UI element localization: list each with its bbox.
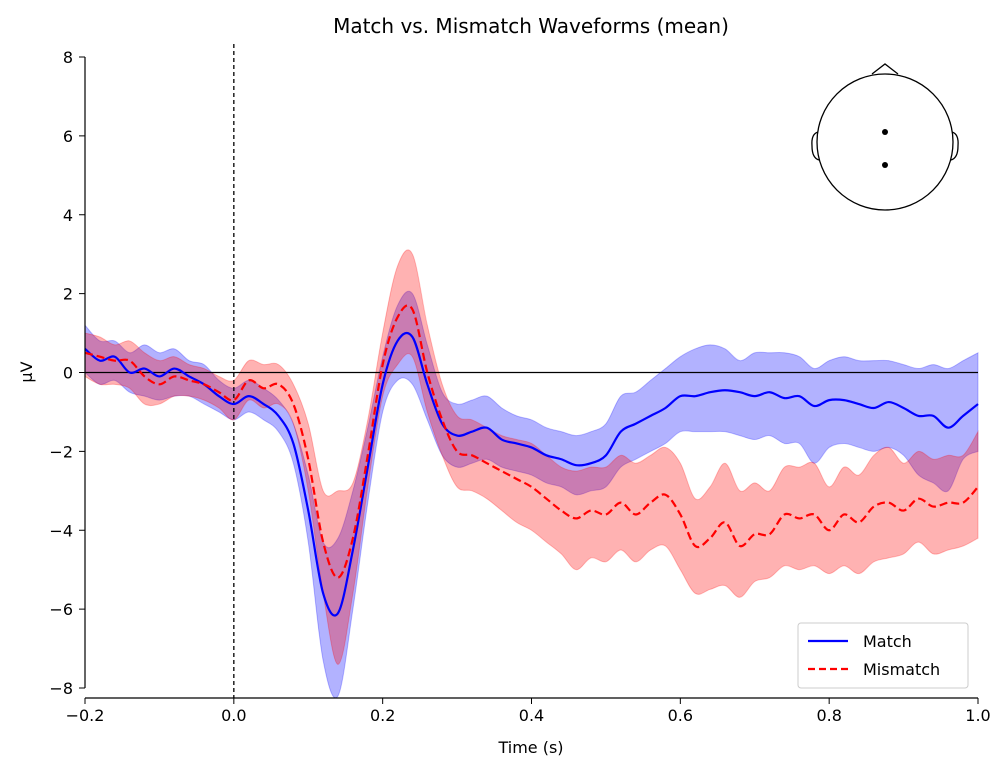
sensor-dot xyxy=(882,162,888,168)
axes: −8 −6 −4 −2 0 2 4 6 8 −0.2 0.0 0.2 0.4 0.6 0.8 1.0 xyxy=(49,48,990,725)
legend-frame xyxy=(797,622,969,689)
confidence-bands xyxy=(84,249,979,699)
head-nose xyxy=(871,63,899,75)
series-lines xyxy=(84,304,979,617)
series-line-mismatch xyxy=(84,304,979,579)
head-left-ear xyxy=(811,131,820,161)
chart-title: Match vs. Mismatch Waveforms (mean) xyxy=(333,14,729,38)
sensor-dot xyxy=(882,129,888,135)
series-line-match xyxy=(84,331,979,617)
head-outline xyxy=(816,73,954,211)
y-tick-label: −6 xyxy=(49,600,73,619)
y-axis-label: μV xyxy=(17,361,36,382)
x-tick-label: 0.8 xyxy=(816,706,841,725)
y-tick-label: 6 xyxy=(63,127,73,146)
y-tick-label: −8 xyxy=(49,679,73,698)
y-tick-label: −4 xyxy=(49,521,73,540)
y-tick-label: 8 xyxy=(63,48,73,67)
legend-match-label: Match xyxy=(863,632,912,651)
y-tick-label: 2 xyxy=(63,285,73,304)
head-right-ear xyxy=(950,131,959,161)
y-tick-label: 0 xyxy=(63,364,73,383)
y-tick-label: 4 xyxy=(63,206,73,225)
legend-mismatch-label: Mismatch xyxy=(863,660,940,679)
y-tick-label: −2 xyxy=(49,442,73,461)
confidence-band-match xyxy=(84,290,979,699)
x-tick-label: 0.4 xyxy=(519,706,544,725)
x-tick-label: 1.0 xyxy=(965,706,990,725)
x-tick-label: 0.6 xyxy=(668,706,693,725)
x-tick-label: 0.0 xyxy=(221,706,246,725)
x-tick-label: −0.2 xyxy=(66,706,105,725)
reference-lines xyxy=(85,44,978,698)
confidence-band-mismatch xyxy=(84,249,979,665)
x-axis-label: Time (s) xyxy=(497,738,563,757)
legend: Match Mismatch xyxy=(797,622,969,689)
x-tick-label: 0.2 xyxy=(370,706,395,725)
sensor-head-inset xyxy=(811,63,959,211)
